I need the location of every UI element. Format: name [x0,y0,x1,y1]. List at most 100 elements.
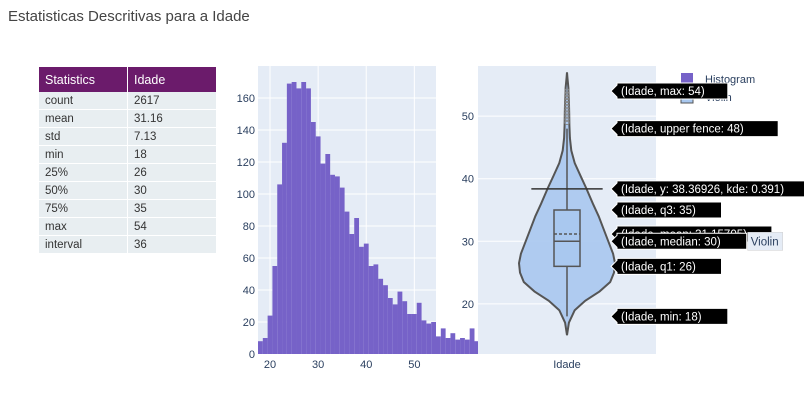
table-row: 50% 30 [39,181,217,200]
y-tick-label: 40 [243,285,255,297]
y-tick-label: 30 [462,236,474,248]
legend-swatch-histogram[interactable] [681,73,693,85]
y-tick-label: 140 [237,125,255,137]
table-cell: 2617 [127,92,217,110]
trace-name-box [747,232,783,251]
hover-label-text: (Idade, min: 18) [621,311,702,323]
table-cell: mean [39,109,128,128]
hover-label: (Idade, median: 30) [610,232,748,250]
table-cell: max [39,217,128,236]
histogram-bar [460,338,465,354]
table-row: std 7.13 [39,127,217,146]
histogram-bar [416,302,422,354]
histogram-bar [373,264,379,354]
histogram-bar [440,328,446,354]
table-cell: 7.13 [127,127,217,146]
hover-label-text: (Idade, max: 54) [621,86,705,98]
table-cell: interval [39,235,128,254]
outlier-point [564,119,570,126]
violin-hover-labels: (Idade, max: 54) (Idade, upper fence: 48)… [610,82,804,325]
histogram-bar [455,339,461,354]
histogram-bar [267,315,273,354]
hover-label-text: (Idade, q3: 35) [621,205,696,217]
histogram-bar [258,341,263,354]
table-cell: 18 [127,145,217,164]
table-row: 75% 35 [39,199,217,218]
histogram-bar [291,82,297,354]
table-cell: min [39,145,128,164]
histogram-bar [310,122,316,354]
histogram-bar [306,88,311,355]
y-tick-label: 50 [462,111,474,123]
histogram-bar [426,323,432,354]
hover-label: (Idade, min: 18) [610,307,729,325]
histogram-bar [277,184,283,354]
y-tick-label: 160 [237,93,255,105]
outlier-point [564,103,570,110]
histogram-bar [392,304,398,354]
histogram-bar [262,338,268,354]
hover-label-box [610,232,748,250]
table-cell: 54 [127,217,217,236]
histogram-bar [282,142,287,354]
table-row: interval 36 [39,235,217,254]
table-header-row: Statistics Idade [39,67,217,92]
table-cell: 35 [127,199,217,218]
histogram-bar [320,163,326,354]
histogram-chart: 0 20 40 60 80 100 120 140 160 20 30 40 50 [237,66,485,371]
histogram-bar [330,174,335,354]
y-tick-label: 100 [237,189,255,201]
table-row: min 18 [39,145,217,164]
table-cell: 30 [127,181,217,200]
histogram-bar [421,320,427,354]
histogram-bar [397,291,403,354]
y-tick-label: 60 [243,253,255,265]
y-tick-label: 40 [462,174,474,186]
hover-label-box [610,201,722,219]
histogram-bar [450,333,456,354]
table-cell: 36 [127,235,217,254]
hover-label-box [610,180,804,198]
histogram-bar [474,341,480,354]
table-cell: 25% [39,163,128,182]
histogram-bar [464,339,470,354]
outlier-point [564,94,570,101]
box [553,209,581,268]
hover-label: (Idade, q3: 35) [610,201,722,219]
outlier-point [564,100,570,107]
hover-label: (Idade, max: 54) [610,82,729,100]
histogram-bar [383,285,388,354]
hover-label-box [610,257,722,275]
x-tick-label: 20 [264,359,276,371]
histogram-bar [387,298,393,354]
table-row: max 54 [39,217,217,236]
outlier-point [564,107,570,113]
histogram-bar [431,322,436,354]
hover-label-text: (Idade, median: 30) [621,236,721,248]
histogram-bar [402,301,408,354]
histogram-bar [349,234,355,354]
outlier-point [564,116,570,122]
histogram-bar [407,314,412,354]
histogram-bar [411,314,417,354]
y-tick-label: 80 [243,221,255,233]
outlier-point [564,88,570,94]
histogram-bar [436,336,441,354]
table-header-cell: Statistics [39,67,128,92]
table-row: 25% 26 [39,163,217,182]
histogram-bar [286,83,292,354]
x-tick-label: 30 [312,359,324,371]
histogram-bar [301,82,307,354]
table-cell: 50% [39,181,128,200]
hover-label: (Idade, upper fence: 48) [610,120,779,138]
histogram-bar [325,154,331,354]
histogram-bar [296,88,302,355]
y-tick-label: 20 [243,317,255,329]
page-title: Estatisticas Descritivas para a Idade [8,8,250,25]
table-header-cell: Idade [127,67,217,92]
y-tick-label: 0 [249,349,255,361]
histogram-bar [378,278,384,354]
hover-label-box [610,120,779,138]
hover-label-text: (Idade, upper fence: 48) [621,124,744,136]
histogram-bar [445,338,451,354]
